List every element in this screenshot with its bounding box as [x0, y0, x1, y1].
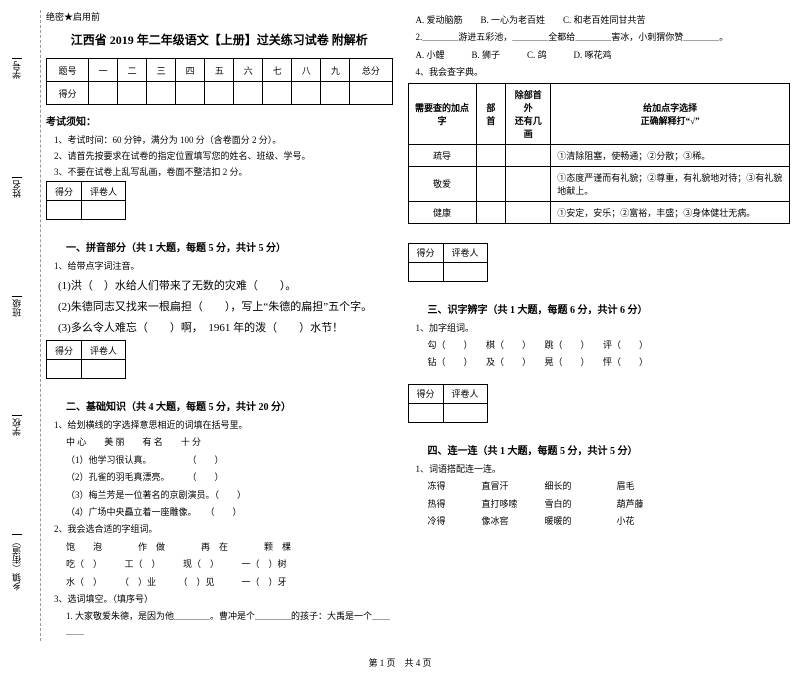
margin-label: 姓名	[12, 177, 22, 200]
s2-row: 水（ ） （ ）业 （ ）见 一（ ）牙	[46, 575, 393, 589]
opt-line: A. 爱动脑筋 B. 一心为老百姓 C. 和老百姓同甘共苦	[408, 13, 791, 27]
exam-title: 江西省 2019 年二年级语文【上册】过关练习试卷 附解析	[46, 31, 393, 48]
dictionary-table: 需要查的加点字 部首 除部首外 还有几画 给加点字选择 正确解释打“√” 疏导①…	[408, 83, 791, 224]
s2-opt: （3）梅兰芳是一位著名的京剧演员。（ ）	[46, 488, 393, 502]
s2-lead3: 3、选词填空。（填序号）	[46, 592, 393, 606]
s1-title: 一、拼音部分（共 1 大题，每题 5 分，共计 5 分）	[46, 239, 393, 254]
notice-item: 2、请首先按要求在试卷的指定位置填写您的姓名、班级、学号。	[46, 149, 393, 162]
page-footer: 第 1 页 共 4 页	[10, 656, 790, 669]
notice-title: 考试须知：	[46, 113, 393, 128]
s4-row: 热得 直打哆嗦 雪白的 葫芦藤	[408, 497, 791, 511]
s2-line1: 中 心 美 丽 有 名 十 分	[46, 435, 393, 449]
fill-line: 2.＿＿＿＿游进五彩池，＿＿＿＿全都给＿＿＿＿害冰，小刺猬你赞＿＿＿＿。	[408, 30, 791, 44]
s2-title: 二、基础知识（共 4 大题，每题 5 分，共计 20 分）	[46, 398, 393, 413]
s4-title: 四、连一连（共 1 大题，每题 5 分，共计 5 分）	[408, 442, 791, 457]
q1: (1)洪（ ）水给人们带来了无数的灾难（ ）。	[46, 277, 393, 293]
section-score-box: 得分评卷人	[46, 340, 126, 387]
q3: (3)多么令人难忘（ ）啊， 1961 年的泼（ ）水节！	[46, 319, 393, 335]
char-lead: 4、我会查字典。	[408, 65, 791, 79]
secrecy-note: 绝密★启用前	[46, 10, 393, 23]
section-score-box: 得分评卷人	[408, 384, 488, 431]
margin-label: 学校	[12, 415, 22, 438]
q2: (2)朱德同志又找来一根扁担（ ），写上“朱德的扁担”五个字。	[46, 298, 393, 314]
cut-line	[40, 10, 41, 641]
s2-row: 吃（ ） 工（ ） 现（ ） 一（ ）树	[46, 557, 393, 571]
s2-fill: 1. 大家敬爱朱德，是因为他＿＿＿＿。曹冲是个＿＿＿＿的孩子：大禹是一个＿＿＿＿	[46, 609, 393, 638]
section-score-box: 得分评卷人	[408, 243, 488, 290]
notice-item: 1、考试时间：60 分钟，满分为 100 分（含卷面分 2 分）。	[46, 133, 393, 146]
score-table: 题号 一 二 三 四 五 六 七 八 九 总分 得分	[46, 58, 393, 105]
s2-lead2: 2、我会选合适的字组词。	[46, 522, 393, 536]
s3-title: 三、识字辨字（共 1 大题，每题 6 分，共计 6 分）	[408, 301, 791, 316]
margin-label: 学号	[12, 58, 22, 81]
notice-item: 3、不要在试卷上乱写乱画，卷面不整洁扣 2 分。	[46, 165, 393, 178]
s3-lead: 1、加字组词。	[408, 321, 791, 335]
s3-row: 钻（ ） 及（ ） 晃（ ） 怦（ ）	[408, 355, 791, 369]
margin-label: 乡镇（街道）	[12, 534, 22, 593]
s2-row: 饱 泡 作 做 再 在 颗 棵	[46, 540, 393, 554]
s4-row: 冷得 像冰窖 暖暖的 小花	[408, 514, 791, 528]
s2-opt: （4）广场中央矗立着一座雕像。 （ ）	[46, 505, 393, 519]
margin-label: 班级	[12, 296, 22, 319]
s2-opt: （1）他学习很认真。 （ ）	[46, 453, 393, 467]
section-score-box: 得分评卷人	[46, 181, 126, 228]
s4-lead: 1、词语搭配连一连。	[408, 462, 791, 476]
s2-opt: （2）孔雀的羽毛真漂亮。 （ ）	[46, 470, 393, 484]
opt-line: A. 小鲤 B. 狮子 C. 鸽 D. 啄花鸡	[408, 48, 791, 62]
s3-row: 勾（ ） 棋（ ） 跳（ ） 评（ ）	[408, 338, 791, 352]
s1-lead: 1、给带点字词注音。	[46, 259, 393, 272]
s2-lead1: 1、给划横线的字选择意思相近的词填在括号里。	[46, 418, 393, 432]
s4-row: 冻得 直冒汗 细长的 眉毛	[408, 479, 791, 493]
